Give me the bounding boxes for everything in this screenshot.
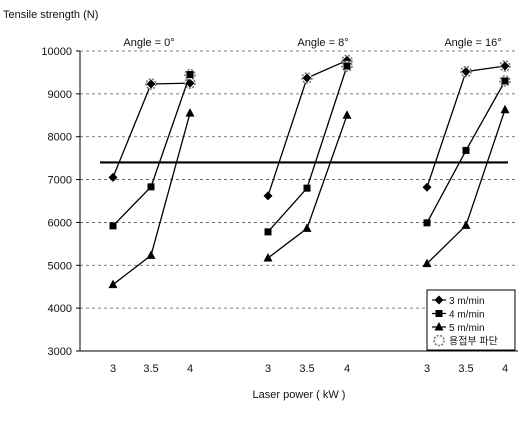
data-point — [461, 67, 471, 77]
panel-labels: Angle = 0° Angle = 8° Angle = 16° — [123, 37, 501, 49]
data-point — [302, 223, 312, 232]
panel-label: Angle = 8° — [297, 37, 348, 49]
legend: 3 m/min 4 m/min 5 m/min 용접부 파단 — [426, 289, 516, 351]
data-point — [186, 71, 194, 79]
data-point — [185, 108, 195, 117]
y-tick-label: 7000 — [48, 175, 72, 187]
legend-label: 4 m/min — [449, 310, 485, 321]
data-point — [422, 182, 432, 192]
legend-label: 용접부 파단 — [449, 336, 498, 348]
y-tick-label: 4000 — [48, 303, 72, 315]
data-point — [263, 253, 273, 262]
x-tick-label: 3.5 — [458, 363, 473, 375]
data-point — [108, 172, 118, 182]
legend-marker — [435, 310, 443, 317]
panel-label: Angle = 0° — [123, 37, 174, 49]
legend-marker — [433, 334, 445, 347]
data-point — [263, 191, 273, 201]
data-point — [342, 110, 352, 119]
x-tick-label: 3 — [110, 363, 116, 375]
x-tick-label: 3.5 — [299, 363, 314, 375]
data-point — [146, 79, 156, 89]
data-point — [146, 250, 156, 259]
data-point — [303, 184, 311, 192]
data-point — [461, 220, 471, 229]
y-axis-title: Tensile strength (N) — [3, 9, 98, 21]
x-tick-label: 4 — [344, 363, 350, 375]
y-tick-label: 3000 — [48, 346, 72, 358]
legend-label: 3 m/min — [449, 296, 485, 307]
data-point — [422, 258, 432, 268]
data-point — [343, 62, 351, 70]
x-tick-label: 3 — [265, 363, 271, 375]
legend-label: 5 m/min — [449, 323, 485, 334]
x-tick-labels: 3 3.5 4 3 3.5 4 3 3.5 4 — [110, 363, 508, 375]
data-series — [108, 54, 511, 289]
data-point — [147, 183, 155, 191]
data-point — [108, 279, 118, 289]
data-point — [500, 61, 510, 71]
data-point — [462, 146, 470, 154]
y-tick-label: 10000 — [41, 46, 72, 58]
x-tick-label: 4 — [502, 363, 508, 375]
panel-label: Angle = 16° — [444, 37, 501, 49]
x-tick-label: 4 — [187, 363, 193, 375]
data-point — [264, 228, 272, 236]
data-point — [500, 104, 510, 114]
x-tick-label: 3.5 — [143, 363, 158, 375]
series-line — [426, 109, 506, 265]
series-line — [426, 65, 506, 188]
y-tick-label: 9000 — [48, 89, 72, 101]
data-point — [109, 222, 117, 230]
y-tick-label: 8000 — [48, 132, 72, 144]
data-point — [423, 219, 431, 227]
legend-marker — [434, 295, 444, 305]
data-point — [501, 77, 509, 85]
y-tick-label: 6000 — [48, 217, 72, 229]
y-tick-label: 5000 — [48, 260, 72, 272]
data-point — [302, 73, 312, 83]
legend-marker — [434, 322, 444, 331]
x-axis-title: Laser power ( kW ) — [253, 389, 346, 401]
x-tick-label: 3 — [424, 363, 430, 375]
y-tick-labels: 3000 4000 5000 6000 7000 8000 9000 10000 — [41, 46, 72, 358]
